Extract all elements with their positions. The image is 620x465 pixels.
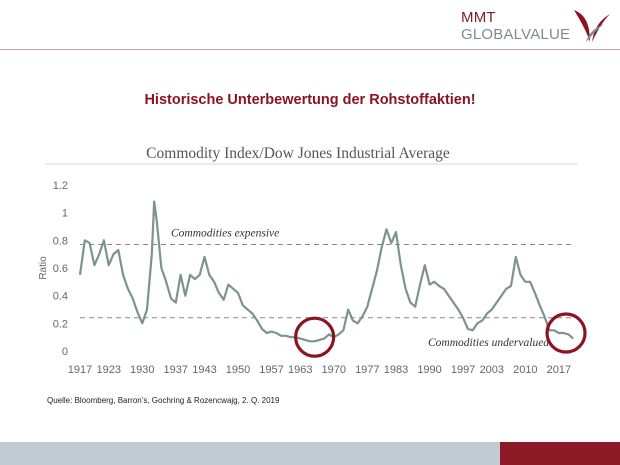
ratio-line-chart: Commodity Index/Dow Jones Industrial Ave…	[38, 145, 587, 376]
y-tick-label: 0.2	[53, 318, 68, 330]
highlight-circle	[294, 316, 336, 358]
x-tick-label: 1983	[384, 364, 408, 376]
chart-title: Commodity Index/Dow Jones Industrial Ave…	[146, 145, 450, 162]
x-tick-label: 2017	[547, 364, 571, 376]
x-tick-label: 1923	[96, 364, 120, 376]
y-tick-label: 1.2	[53, 180, 68, 192]
source-note: Quelle: Bloomberg, Barron’s, Gochring & …	[47, 396, 280, 405]
footer-accent	[500, 442, 620, 465]
reference-label: Commodities expensive	[171, 227, 279, 239]
reference-label: Commodities undervalued	[428, 337, 549, 349]
y-tick-label: 0.8	[53, 235, 68, 247]
y-axis-label: Ratio	[38, 256, 49, 280]
logo-text-globalvalue: GLOBALVALUE	[461, 26, 571, 43]
logo-text-mmt: MMT	[461, 9, 496, 26]
x-tick-label: 1970	[322, 364, 346, 376]
x-tick-label: 1950	[226, 364, 250, 376]
series-line	[78, 200, 574, 343]
x-tick-label: 1917	[68, 364, 92, 376]
x-tick-label: 1937	[164, 364, 188, 376]
header-divider	[0, 49, 620, 50]
x-tick-label: 1977	[355, 364, 379, 376]
x-tick-label: 1963	[288, 364, 312, 376]
slide-title: Historische Unterbewertung der Rohstoffa…	[144, 92, 476, 108]
x-tick-label: 1997	[451, 364, 475, 376]
y-tick-label: 0.4	[53, 291, 68, 303]
footer-bar	[0, 442, 620, 465]
y-tick-label: 0	[62, 346, 68, 358]
highlight-circle	[545, 312, 587, 354]
y-tick-label: 1	[62, 208, 68, 220]
logo-wing-icon	[574, 10, 610, 42]
x-tick-label: 1990	[417, 364, 441, 376]
x-tick-label: 2010	[513, 364, 537, 376]
x-tick-label: 1930	[130, 364, 154, 376]
brand-logo: MMT GLOBALVALUE	[458, 8, 618, 48]
x-tick-label: 1957	[259, 364, 283, 376]
x-tick-label: 2003	[480, 364, 504, 376]
y-tick-label: 0.6	[53, 263, 68, 275]
x-tick-label: 1943	[192, 364, 216, 376]
